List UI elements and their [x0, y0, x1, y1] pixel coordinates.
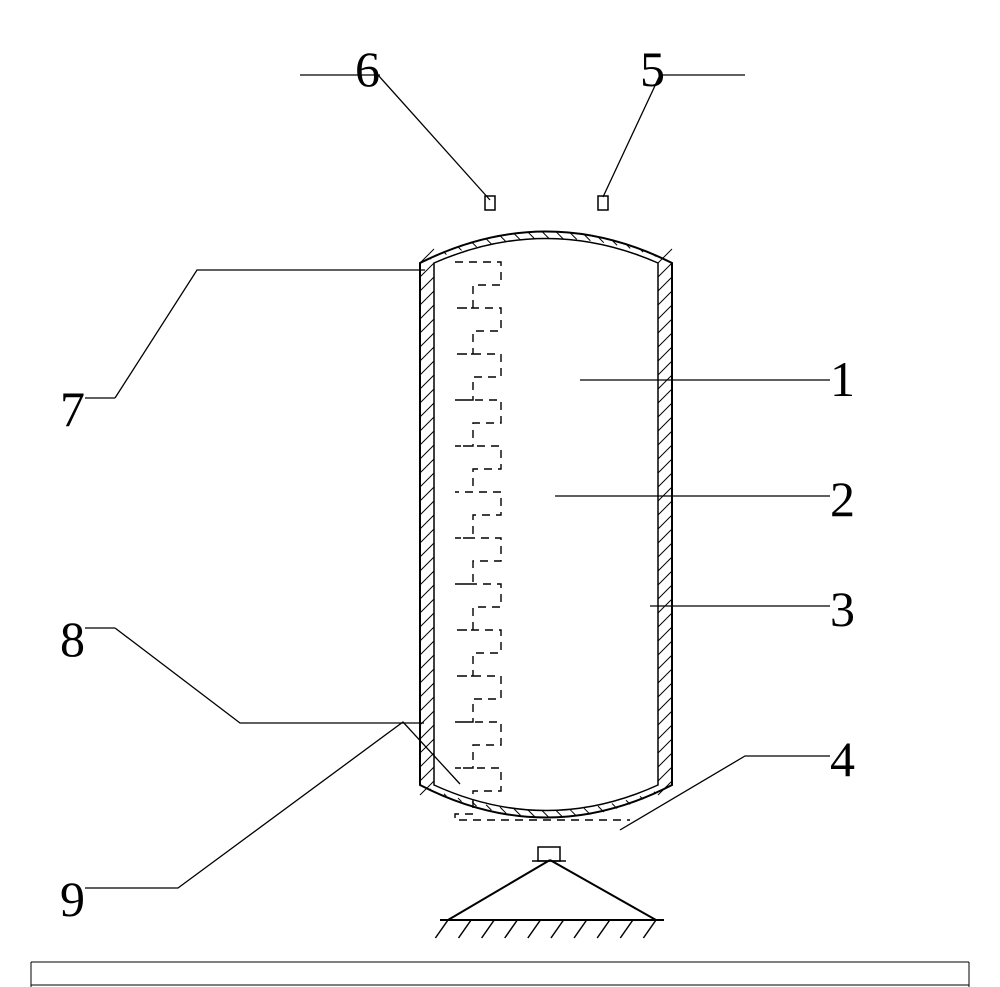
nozzle-top_left — [485, 196, 495, 210]
label-2: 2 — [830, 470, 855, 528]
label-9: 9 — [60, 870, 85, 928]
label-3: 3 — [830, 580, 855, 638]
leader-4 — [620, 756, 800, 830]
ground-hatch — [435, 920, 656, 938]
nozzle-bottom — [538, 847, 560, 861]
coil — [455, 262, 630, 820]
label-5: 5 — [640, 40, 665, 98]
vessel-outer — [420, 232, 672, 818]
support-legs — [448, 860, 656, 920]
vessel-inner — [434, 239, 658, 811]
label-7: 7 — [60, 380, 85, 438]
label-1: 1 — [830, 350, 855, 408]
label-4: 4 — [830, 730, 855, 788]
leader-9 — [115, 722, 460, 888]
leader-8 — [115, 628, 424, 723]
leader-7 — [115, 270, 425, 398]
vessel-wall-hatch — [420, 232, 672, 818]
leader-6 — [378, 75, 490, 200]
nozzle-top_right — [598, 196, 608, 210]
label-8: 8 — [60, 610, 85, 668]
label-6: 6 — [355, 40, 380, 98]
